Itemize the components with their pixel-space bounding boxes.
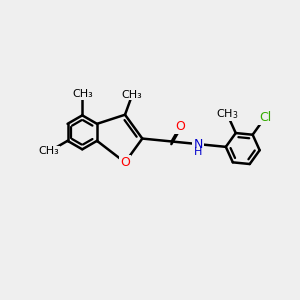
Text: CH₃: CH₃: [39, 146, 60, 156]
Text: O: O: [120, 156, 130, 169]
Text: N: N: [193, 138, 203, 151]
Text: CH$_3$: CH$_3$: [216, 107, 238, 121]
Text: CH₃: CH₃: [72, 89, 93, 99]
Text: H: H: [194, 147, 202, 157]
Text: O: O: [176, 119, 185, 133]
Text: Cl: Cl: [259, 111, 271, 124]
Text: CH₃: CH₃: [122, 90, 142, 100]
